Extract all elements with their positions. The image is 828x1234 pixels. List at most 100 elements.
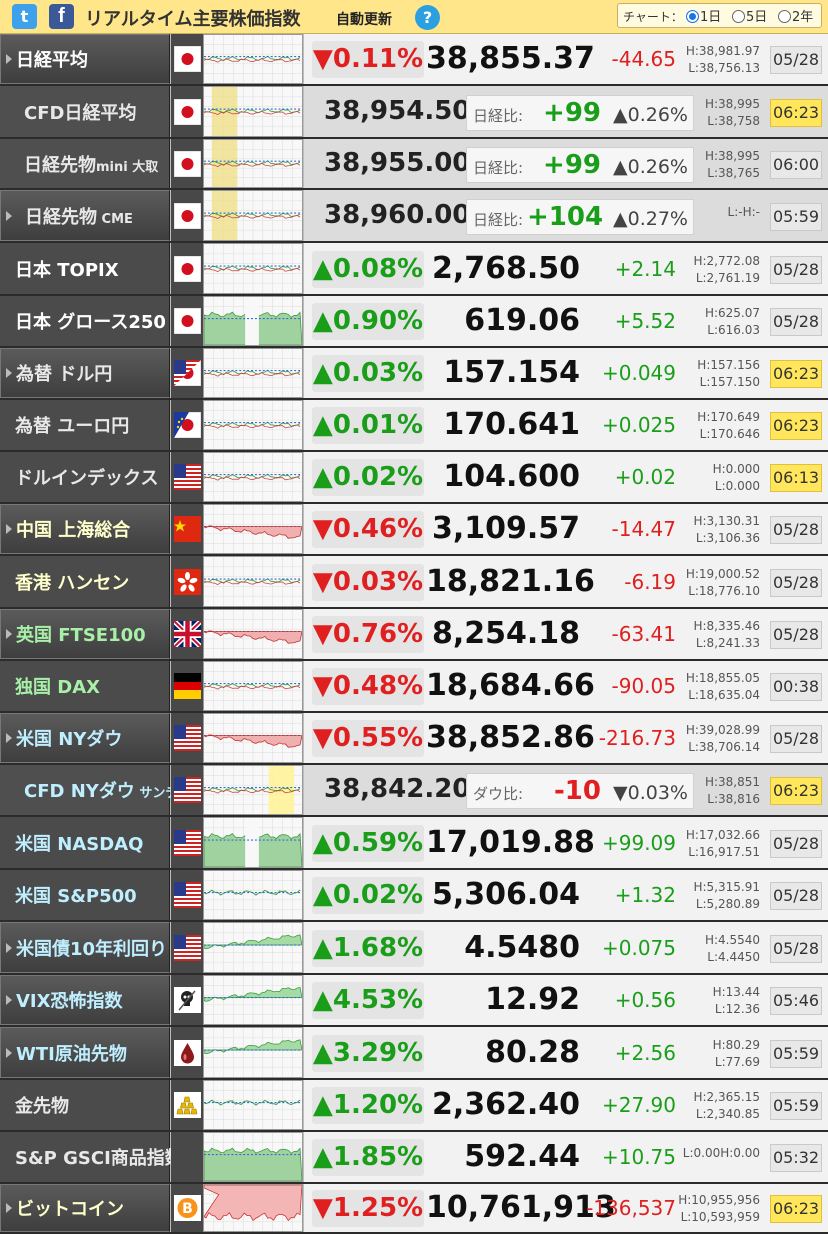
update-time: 05/28 <box>770 569 822 597</box>
quote-row[interactable]: 英国 FTSE100 ▼0.76% 8,254.18 -63.41 H:8,335.46… <box>0 609 828 661</box>
facebook-icon[interactable]: f <box>49 4 74 29</box>
instrument-name-cell[interactable]: 中国 上海総合 <box>0 504 170 554</box>
quote-row[interactable]: 香港 ハンセン ▼0.03% 18,821.16 -6.19 H:19,000.52 L:… <box>0 556 828 609</box>
quote-row[interactable]: 為替 ドル円 ▲0.03% 157.154 +0.049 H:157.156 L:157.… <box>0 348 828 400</box>
sparkline-cell[interactable] <box>203 661 303 711</box>
sparkline-cell[interactable] <box>203 1027 303 1078</box>
sparkline-cell[interactable] <box>203 190 303 241</box>
sparkline-cell[interactable] <box>203 713 303 763</box>
cfd-price: 38,954.50 <box>324 96 471 126</box>
instrument-name-cell[interactable]: WTI原油先物 <box>0 1027 170 1078</box>
instrument-name-cell[interactable]: 日経平均 <box>0 34 170 84</box>
sparkline-cell[interactable] <box>203 400 303 450</box>
expand-triangle-icon[interactable] <box>6 629 12 639</box>
sparkline-cell[interactable] <box>203 296 303 346</box>
sparkline-cell[interactable] <box>203 34 303 84</box>
instrument-name-cell: CFD NYダウ サンデー <box>0 765 191 815</box>
flag-cell <box>171 296 203 346</box>
quote-data: 38,960.00 日経比: +104 ▲0.27% L:-H:- 05:59 <box>304 190 828 241</box>
sparkline-cell[interactable] <box>203 348 303 398</box>
last-price: 38,852.86 <box>426 720 595 755</box>
instrument-name-cell: S&P GSCI商品指数 <box>0 1132 183 1182</box>
chart-range-5d-radio[interactable]: 5日 <box>732 6 767 25</box>
sparkline-cell[interactable] <box>203 765 303 815</box>
quote-row[interactable]: S&P GSCI商品指数 ▲1.85% 592.44 +10.75 L:0.00H:0.… <box>0 1132 828 1184</box>
instrument-name-cell[interactable]: 米国 NYダウ <box>0 713 170 763</box>
change-percent-badge: ▼0.55% <box>312 720 424 757</box>
quote-row[interactable]: 日経先物 CME 38,960.00 日経比: +104 ▲0.27% L:-H:- 05:… <box>0 190 828 243</box>
compare-label: ダウ比: <box>473 785 524 803</box>
chart-range-1d-radio[interactable]: 1日 <box>686 6 721 25</box>
quote-row[interactable]: 日本 グロース250 ▲0.90% 619.06 +5.52 H:625.07 L:616… <box>0 296 828 348</box>
chart-range-2y-radio[interactable]: 2年 <box>778 6 813 25</box>
expand-triangle-icon[interactable] <box>6 54 12 64</box>
sparkline-cell[interactable] <box>203 556 303 607</box>
quote-row[interactable]: CFD日経平均 38,954.50 日経比: +99 ▲0.26% H:38,995 L:3… <box>0 86 828 139</box>
sparkline-cell[interactable] <box>203 139 303 188</box>
sparkline-cell[interactable] <box>203 1184 303 1232</box>
sparkline-cell[interactable] <box>203 817 303 868</box>
oil-drop-icon <box>174 1039 201 1066</box>
quote-row[interactable]: 米国 S&P500 ▲0.02% 5,306.04 +1.32 H:5,315.91 L:… <box>0 870 828 922</box>
sparkline-cell[interactable] <box>203 243 303 294</box>
sparkline-cell[interactable] <box>203 452 303 502</box>
quote-row[interactable]: 日経先物mini 大取 38,955.00 日経比: +99 ▲0.26% H:38,99… <box>0 139 828 190</box>
expand-triangle-icon[interactable] <box>6 733 12 743</box>
sparkline-cell[interactable] <box>203 1132 303 1182</box>
sparkline-cell[interactable] <box>203 1080 303 1130</box>
sparkline-cell[interactable] <box>203 870 303 920</box>
expand-triangle-icon[interactable] <box>6 1203 12 1213</box>
flag-cell: B <box>171 1184 203 1232</box>
gold-bars-icon <box>174 1092 201 1118</box>
sparkline-cell[interactable] <box>203 86 303 137</box>
quote-row[interactable]: 米国 NASDAQ ▲0.59% 17,019.88 +99.09 H:17,032.6… <box>0 817 828 870</box>
change-value: +0.02 <box>614 465 676 489</box>
quote-row[interactable]: ドルインデックス ▲0.02% 104.600 +0.02 H:0.000 L:0.000… <box>0 452 828 504</box>
us-japan-flag <box>174 360 201 386</box>
expand-triangle-icon[interactable] <box>6 524 12 534</box>
quote-row[interactable]: ビットコイン B ▼1.25% 10,761,913 -136,537 H:10,955,… <box>0 1184 828 1234</box>
sparkline-cell[interactable] <box>203 922 303 973</box>
quote-row[interactable]: 中国 上海総合 ▼0.46% 3,109.57 -14.47 H:3,130.31 L:3… <box>0 504 828 556</box>
expand-triangle-icon[interactable] <box>6 1047 12 1058</box>
japan-flag <box>174 150 201 177</box>
sparkline-chart <box>204 923 302 972</box>
instrument-name-cell[interactable]: VIX恐怖指数 <box>0 975 170 1025</box>
quote-data: ▲1.20% 2,362.40 +27.90 H:2,365.15 L:2,340.85… <box>304 1080 828 1130</box>
sparkline-chart <box>204 505 302 553</box>
expand-triangle-icon[interactable] <box>6 210 12 221</box>
sparkline-cell[interactable] <box>203 609 303 659</box>
expand-triangle-icon[interactable] <box>6 942 12 953</box>
quote-row[interactable]: CFD NYダウ サンデー 38,842.20 ダウ比: -10 ▼0.03% H:38,… <box>0 765 828 817</box>
twitter-icon[interactable]: t <box>12 4 37 29</box>
quote-row[interactable]: 金先物 ▲1.20% 2,362.40 +27.90 H:2,365.15 L:2,340… <box>0 1080 828 1132</box>
quote-row[interactable]: 日経平均 ▼0.11% 38,855.37 -44.65 H:38,981.97 L:38… <box>0 34 828 86</box>
quote-row[interactable]: 独国 DAX ▼0.48% 18,684.66 -90.05 H:18,855.05 L:… <box>0 661 828 713</box>
instrument-name-cell[interactable]: 為替 ドル円 <box>0 348 170 398</box>
flag-cell <box>171 139 203 188</box>
quote-row[interactable]: 米国 NYダウ ▼0.55% 38,852.86 -216.73 H:39,028.99… <box>0 713 828 765</box>
quote-row[interactable]: 米国債10年利回り ▲1.68% 4.5480 +0.075 H:4.5540 L:4.4… <box>0 922 828 975</box>
quote-row[interactable]: VIX恐怖指数 ▲4.53% 12.92 +0.56 H:13.44 L:12.36 05:… <box>0 975 828 1027</box>
expand-triangle-icon[interactable] <box>6 368 12 378</box>
change-percent-badge: ▼0.76% <box>312 616 424 653</box>
sparkline-chart <box>204 1133 302 1181</box>
quote-row[interactable]: 為替 ユーロ円 ▲0.01% 170.641 +0.025 H:170.649 L:170… <box>0 400 828 452</box>
update-time: 05/28 <box>770 256 822 284</box>
sparkline-chart <box>204 976 302 1024</box>
change-value: -44.65 <box>611 47 676 71</box>
quote-row[interactable]: WTI原油先物 ▲3.29% 80.28 +2.56 H:80.29 L:77.69 05:… <box>0 1027 828 1080</box>
compare-box: 日経比: +99 ▲0.26% <box>466 147 694 183</box>
quote-row[interactable]: 日本 TOPIX ▲0.08% 2,768.50 +2.14 H:2,772.08 L:2… <box>0 243 828 296</box>
instrument-name-cell[interactable]: 日経先物 CME <box>0 190 170 241</box>
flag-cell <box>171 556 203 607</box>
expand-triangle-icon[interactable] <box>6 995 12 1005</box>
help-icon[interactable]: ? <box>415 5 440 30</box>
sparkline-cell[interactable] <box>203 504 303 554</box>
instrument-name-cell[interactable]: 英国 FTSE100 <box>0 609 170 659</box>
sparkline-cell[interactable] <box>203 975 303 1025</box>
instrument-name-cell[interactable]: ビットコイン <box>0 1184 170 1232</box>
instrument-name: 日本 グロース250 <box>15 312 166 333</box>
instrument-name: ビットコイン <box>16 1199 124 1220</box>
instrument-name-cell[interactable]: 米国債10年利回り <box>0 922 170 973</box>
